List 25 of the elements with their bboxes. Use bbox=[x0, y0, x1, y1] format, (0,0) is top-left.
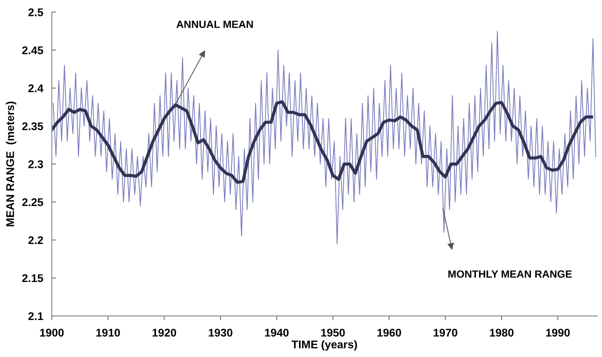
y-tick-label: 2.45 bbox=[22, 46, 44, 54]
annotation: ANNUAL MEAN bbox=[176, 20, 253, 28]
y-tick-label: 2.4 bbox=[28, 84, 44, 92]
x-tick-label: 1940 bbox=[265, 328, 289, 337]
y-tick-label: 2.2 bbox=[28, 236, 43, 244]
y-tick-label: 2.1 bbox=[28, 312, 44, 320]
line-series bbox=[52, 30, 596, 244]
y-tick-label: 2.3 bbox=[28, 160, 44, 168]
x-tick-label: 1950 bbox=[321, 328, 345, 337]
x-tick-label: 1900 bbox=[40, 328, 64, 337]
y-tick-label: 2.35 bbox=[22, 122, 44, 130]
x-tick-label: 1910 bbox=[96, 328, 120, 337]
x-axis-title: TIME (years) bbox=[292, 340, 357, 351]
x-tick-label: 1980 bbox=[490, 328, 514, 337]
y-tick-label: 2.25 bbox=[22, 198, 44, 206]
y-tick-label: 2.15 bbox=[22, 274, 44, 282]
x-tick-label: 1920 bbox=[152, 328, 176, 337]
y-tick-label: 2.5 bbox=[28, 8, 44, 16]
annotation: MONTHLY MEAN RANGE bbox=[448, 270, 572, 278]
x-tick-label: 1930 bbox=[208, 328, 232, 337]
x-tick-label: 1990 bbox=[546, 328, 570, 337]
y-axis-title: MEAN RANGE (meters) bbox=[6, 102, 16, 226]
x-tick-label: 1960 bbox=[377, 328, 402, 337]
line-series bbox=[52, 100, 594, 184]
x-tick-label: 1970 bbox=[434, 328, 458, 337]
